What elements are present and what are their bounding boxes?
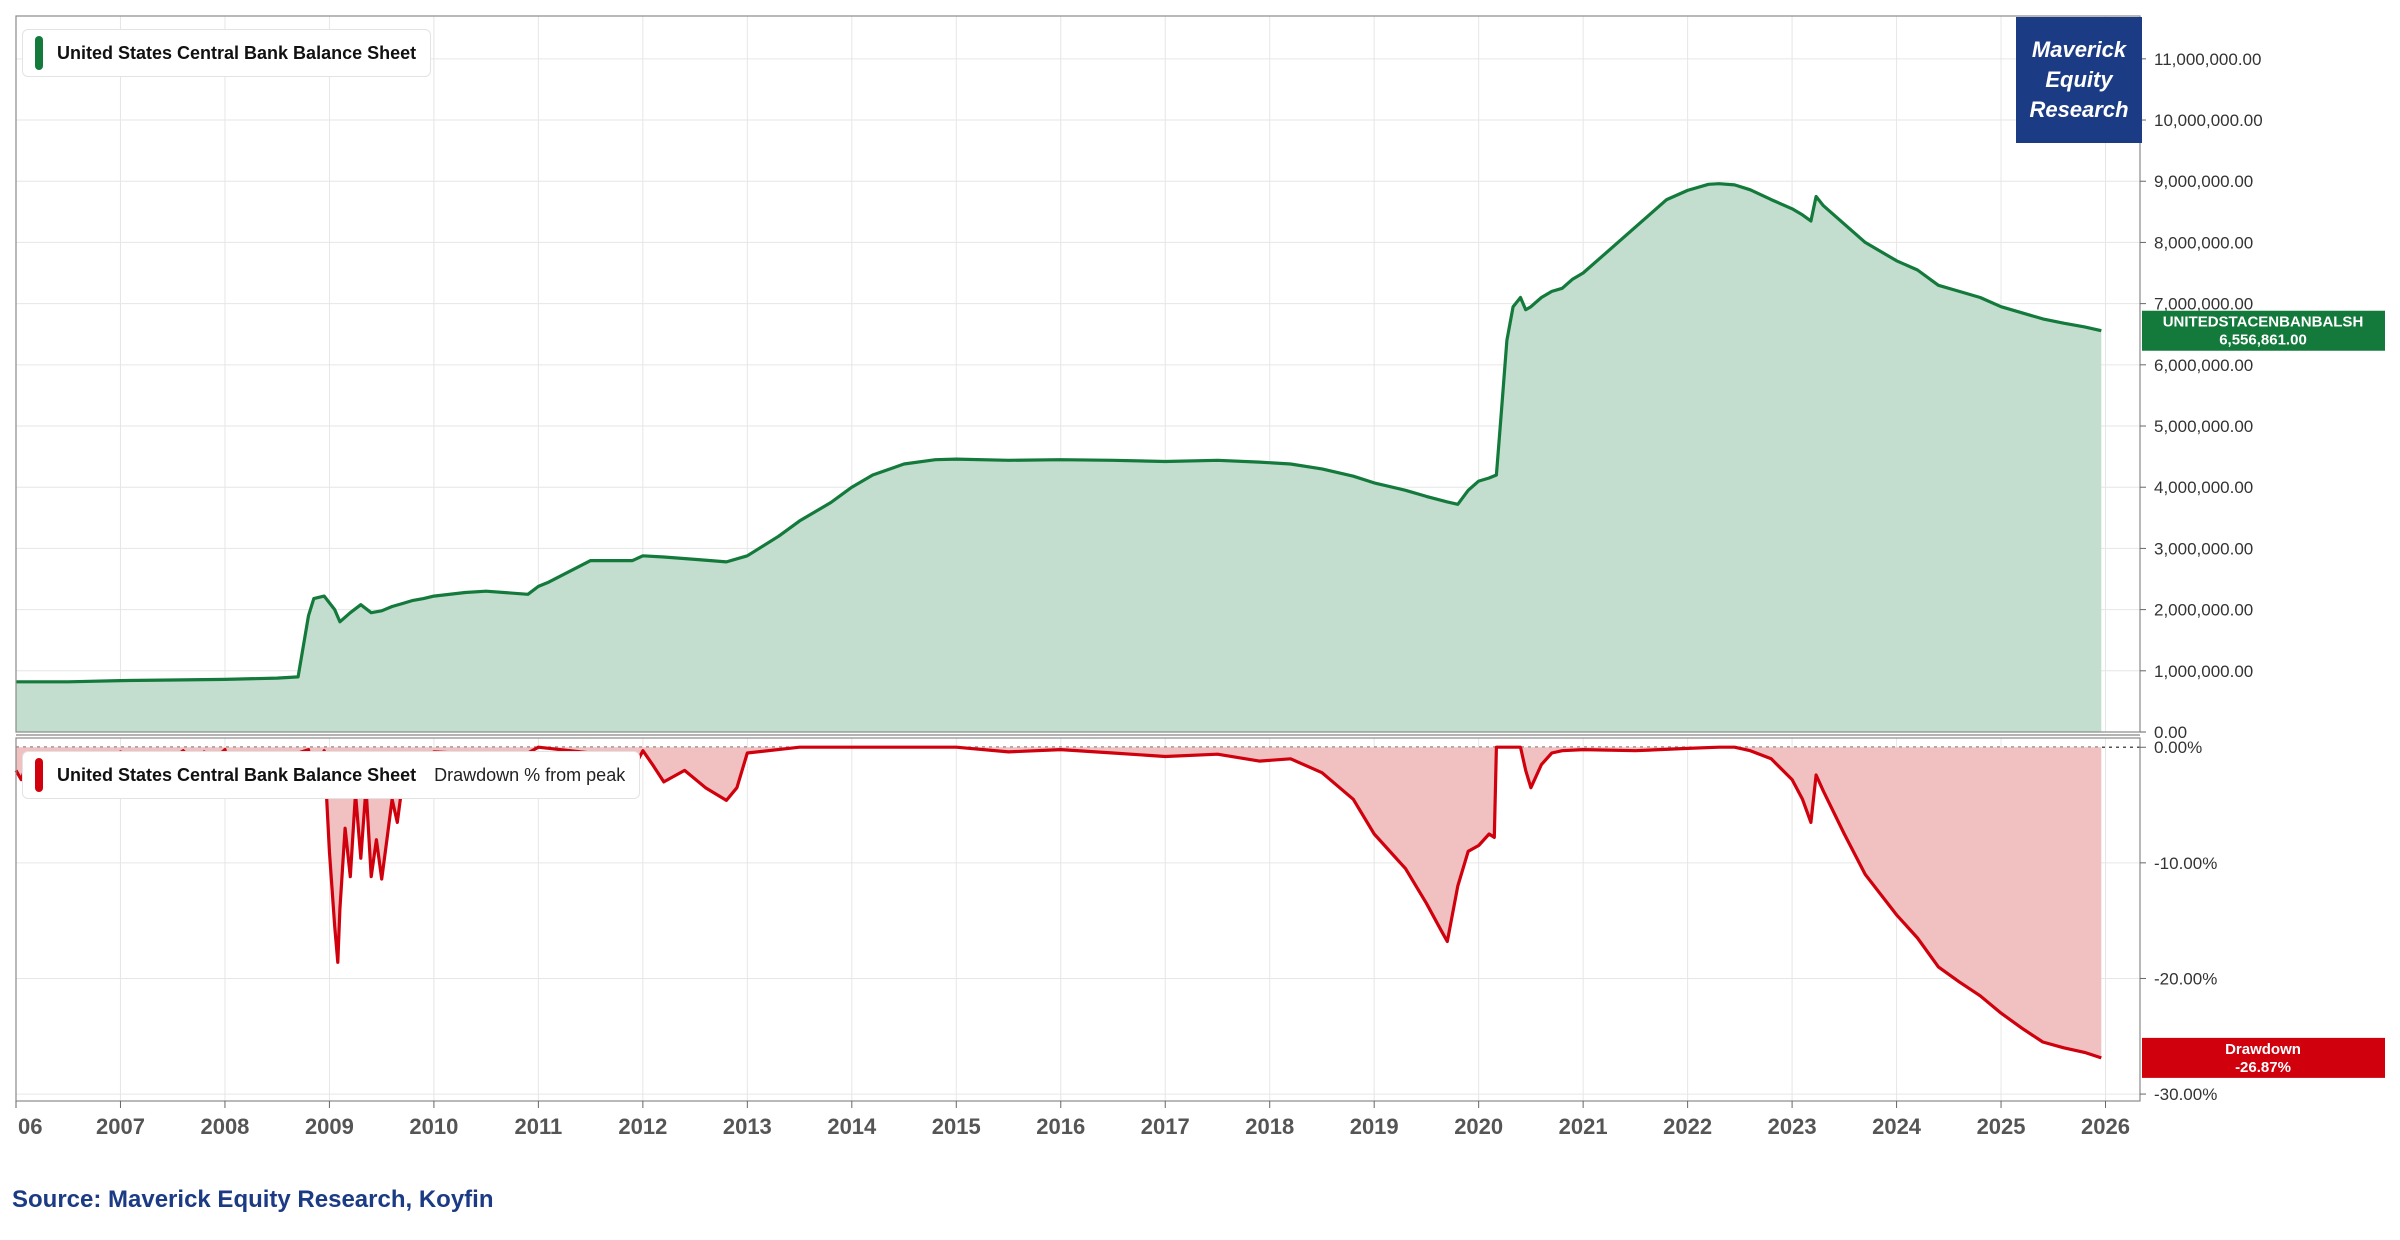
x-tick-label: 2013 <box>723 1114 772 1139</box>
x-tick-label: 2014 <box>827 1114 877 1139</box>
logo-line-3: Research <box>2029 97 2129 122</box>
y-tick-label-top: 1,000,000.00 <box>2154 662 2253 681</box>
x-tick-label: 06 <box>18 1114 42 1139</box>
logo-line-1: Maverick <box>2031 37 2127 62</box>
x-tick-label: 2010 <box>409 1114 458 1139</box>
y-tick-label-bottom: -30.00% <box>2154 1085 2217 1104</box>
legend-label-drawdown-series: United States Central Bank Balance Sheet <box>57 764 417 785</box>
x-tick-label: 2008 <box>200 1114 249 1139</box>
y-tick-label-top: 7,000,000.00 <box>2154 295 2253 314</box>
bottom-panel-border <box>15 737 2141 1102</box>
x-tick-label: 2020 <box>1454 1114 1503 1139</box>
x-tick-label: 2025 <box>1977 1114 2026 1139</box>
x-tick-label: 2018 <box>1245 1114 1294 1139</box>
y-tick-label-top: 11,000,000.00 <box>2154 50 2261 69</box>
x-tick-label: 2016 <box>1036 1114 1085 1139</box>
y-tick-label-top: 6,000,000.00 <box>2154 356 2253 375</box>
legend-label-drawdown-subtitle: Drawdown % from peak <box>434 764 626 785</box>
x-tick-label: 2015 <box>932 1114 981 1139</box>
logo-line-2: Equity <box>2045 67 2113 92</box>
last-value-tag-name: UNITEDSTACENBANBALSH <box>2163 314 2364 331</box>
drawdown-area <box>16 747 2102 1058</box>
y-tick-label-top: 4,000,000.00 <box>2154 478 2253 497</box>
y-tick-label-bottom: -20.00% <box>2154 969 2217 988</box>
legend-balance-sheet: United States Central Bank Balance Sheet <box>22 29 432 77</box>
x-tick-label: 2026 <box>2081 1114 2130 1139</box>
x-tick-label: 2017 <box>1141 1114 1190 1139</box>
last-value-tag-drawdown-value: -26.87% <box>2235 1059 2291 1076</box>
y-tick-label-top: 8,000,000.00 <box>2154 233 2253 252</box>
y-tick-label-top: 9,000,000.00 <box>2154 172 2253 191</box>
y-tick-label-bottom: 0.00% <box>2154 738 2202 757</box>
x-tick-label: 2011 <box>515 1114 563 1139</box>
y-tick-label-top: 5,000,000.00 <box>2154 417 2253 436</box>
x-tick-label: 2021 <box>1559 1114 1608 1139</box>
maverick-logo: Maverick Equity Research <box>2016 17 2142 143</box>
x-tick-label: 2022 <box>1663 1114 1712 1139</box>
y-tick-label-top: 10,000,000.00 <box>2154 111 2263 130</box>
y-tick-label-top: 3,000,000.00 <box>2154 539 2253 558</box>
last-value-tag-value: 6,556,861.00 <box>2219 332 2307 349</box>
legend-swatch-red <box>35 758 43 792</box>
balance-sheet-area <box>16 183 2102 732</box>
balance-sheet-line <box>16 182 2102 684</box>
x-tick-label: 2007 <box>96 1114 145 1139</box>
x-tick-label: 2012 <box>618 1114 667 1139</box>
x-tick-label: 2019 <box>1350 1114 1399 1139</box>
source-credit: Source: Maverick Equity Research, Koyfin <box>12 1186 494 1213</box>
legend-label-balance-sheet: United States Central Bank Balance Sheet <box>57 42 417 63</box>
top-panel-border <box>15 15 2141 733</box>
y-tick-label-top: 0.00 <box>2154 723 2187 742</box>
last-value-tag-balance <box>2142 310 2385 351</box>
x-tick-label: 2009 <box>305 1114 354 1139</box>
legend-drawdown: United States Central Bank Balance Sheet… <box>22 751 641 799</box>
x-tick-label: 2023 <box>1768 1114 1817 1139</box>
x-tick-label: 2024 <box>1872 1114 1922 1139</box>
y-tick-label-top: 2,000,000.00 <box>2154 601 2253 620</box>
last-value-tag-drawdown-name: Drawdown <box>2225 1041 2301 1058</box>
legend-swatch-green <box>35 36 43 70</box>
last-value-tag-drawdown <box>2142 1037 2385 1078</box>
y-tick-label-bottom: -10.00% <box>2154 854 2217 873</box>
